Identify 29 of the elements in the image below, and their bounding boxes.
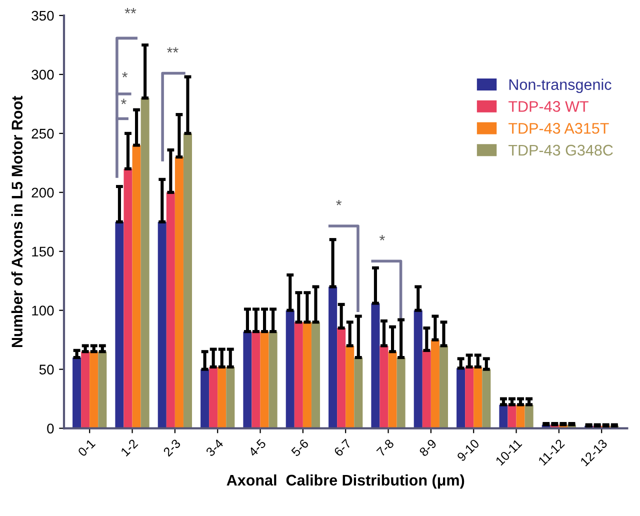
x-tick-label: 1-2 <box>120 438 138 457</box>
legend-label: Non-transgenic <box>509 78 612 94</box>
x-tick-label: 4-5 <box>248 438 266 458</box>
y-tick-label: 300 <box>32 70 54 80</box>
x-tick-label: 7-8 <box>376 438 394 457</box>
y-axis-title: Number of Axons in L5 Motor Root <box>11 96 23 348</box>
x-tick-label: 2-3 <box>162 438 182 457</box>
y-tick-label: 250 <box>32 128 54 139</box>
annotation: * <box>120 98 126 104</box>
annotation: * <box>336 200 342 206</box>
x-tick-label: 6-7 <box>334 438 352 457</box>
legend-label: TDP-43 G348C <box>508 144 613 156</box>
text: ** <box>124 8 136 14</box>
annotation: ** <box>166 47 178 53</box>
y-tick-label: 100 <box>32 306 54 316</box>
y-tick-label: 50 <box>39 364 54 374</box>
annotation: * <box>379 235 385 240</box>
y-tick-label: 200 <box>32 188 54 198</box>
x-tick-label: 3-4 <box>205 438 224 457</box>
y-tick-label: 150 <box>32 246 54 257</box>
x-tick-label: 8-9 <box>418 438 438 457</box>
x-tick-label: 0-1 <box>77 438 96 457</box>
x-tick-label: 5-6 <box>290 438 310 457</box>
legend-label: TDP-43 A315T <box>508 122 609 134</box>
y-tick-label: 0 <box>47 424 54 434</box>
x-axis-title: Axonal Calibre Distribution (μm) <box>226 474 464 489</box>
y-tick-label: 350 <box>32 10 54 21</box>
legend-label: TDP-43 WT <box>508 101 588 112</box>
annotation: * <box>122 72 128 78</box>
